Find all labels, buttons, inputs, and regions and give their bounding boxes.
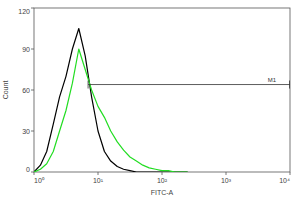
y-tick-label: 120 [18,8,30,15]
x-tick-label: 10² [157,177,168,184]
y-tick-label: 0 [26,166,30,173]
y-tick [31,172,34,173]
y-axis-label: Count [2,81,9,100]
gate-line [88,84,290,85]
x-tick [290,172,291,175]
x-tick-label: 10⁴ [279,177,290,184]
gate-end [289,81,290,89]
y-tick-label: 90 [22,46,30,53]
gate-label: M1 [268,77,277,83]
histogram-line [34,49,188,172]
chart: 10⁰ 10¹ 10² 10³ 10⁴ 0 30 60 90 120 FITC-A Count M1 [0,0,300,200]
y-tick-label: 60 [22,87,30,94]
x-axis-label: FITC-A [151,189,174,196]
x-tick [34,172,35,175]
x-tick-label: 10¹ [93,177,104,184]
plot-frame [34,8,290,172]
x-tick [162,172,163,175]
y-tick [31,90,34,91]
x-tick [98,172,99,175]
x-tick [226,172,227,175]
x-tick-label: 10³ [221,177,232,184]
y-tick [31,49,34,50]
x-tick-label: 10⁰ [34,177,45,184]
gate-start [88,81,89,89]
plot-area [34,29,290,173]
y-tick-label: 30 [22,128,30,135]
histogram-line [34,29,188,173]
y-tick [31,8,34,9]
y-tick [31,131,34,132]
